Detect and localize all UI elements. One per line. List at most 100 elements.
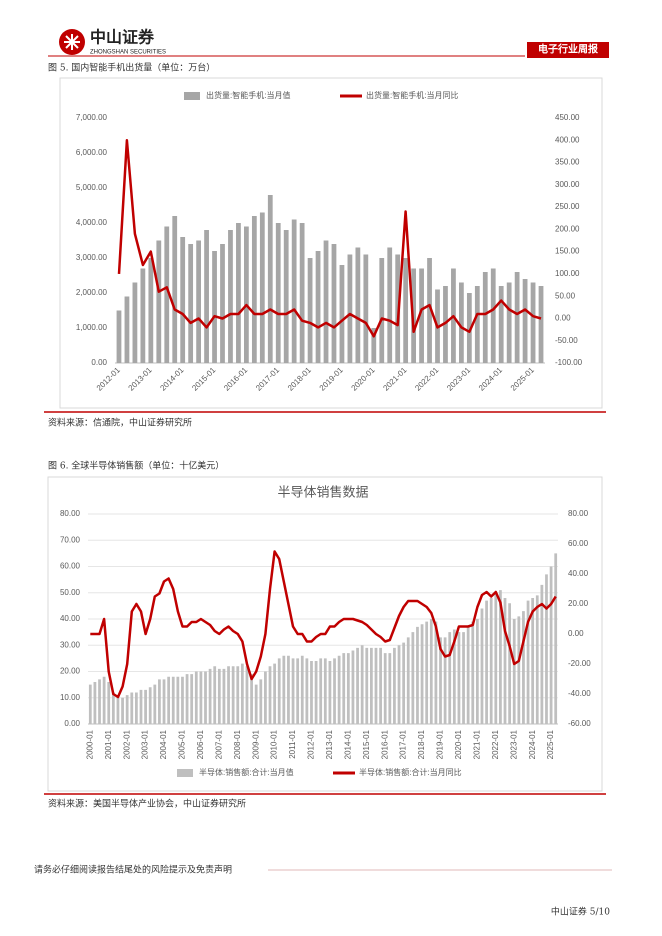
bar: [240, 663, 244, 724]
bar: [406, 637, 410, 724]
y-tick-label: 4,000.00: [76, 218, 108, 227]
bar: [204, 671, 207, 724]
bar: [264, 671, 267, 724]
bar: [156, 240, 162, 363]
bar: [554, 553, 558, 724]
bar: [365, 647, 369, 724]
legend-label: 出货量:智能手机:当月值: [206, 90, 290, 100]
bar: [387, 247, 393, 363]
bar: [379, 258, 385, 363]
bar: [291, 219, 297, 363]
bar: [254, 684, 258, 724]
y2-tick-label: 450.00: [555, 113, 580, 122]
x-tick-label: 2022-01: [413, 365, 441, 393]
x-tick-label: 2020-01: [454, 729, 463, 759]
bar: [448, 632, 452, 724]
bar: [188, 244, 194, 363]
bar: [125, 695, 129, 724]
x-tick-label: 2003-01: [141, 729, 150, 759]
bar: [397, 645, 401, 724]
x-tick-label: 2010-01: [270, 729, 279, 759]
bar: [420, 624, 424, 724]
x-tick-label: 2013-01: [127, 365, 155, 393]
bar: [148, 258, 154, 363]
x-tick-label: 2000-01: [85, 729, 94, 759]
bar: [457, 632, 461, 724]
bar: [351, 650, 355, 724]
bar: [307, 258, 313, 363]
bar: [545, 574, 548, 724]
bar: [236, 666, 240, 724]
bar: [347, 254, 353, 363]
bar: [124, 296, 130, 363]
y2-tick-label: 400.00: [555, 135, 580, 144]
bar: [305, 658, 309, 724]
figure-caption: 图 6. 全球半导体销售额（单位：十亿美元）: [48, 460, 224, 472]
bar: [132, 282, 138, 363]
bar: [443, 637, 447, 724]
y-tick-label: 2,000.00: [76, 288, 108, 297]
header-tag: 电子行业周报: [538, 43, 598, 56]
bar: [474, 286, 480, 363]
x-tick-label: 2012-01: [307, 729, 316, 759]
legend-swatch: [184, 92, 200, 100]
bar: [323, 240, 329, 363]
y2-tick-label: -40.00: [568, 689, 591, 698]
bar: [300, 655, 304, 724]
bar: [291, 658, 295, 724]
bar: [315, 251, 321, 363]
bar: [522, 611, 525, 724]
x-tick-label: 2004-01: [159, 729, 168, 759]
bar: [416, 626, 419, 724]
bar: [148, 687, 152, 724]
bar: [462, 632, 465, 724]
bar: [333, 658, 336, 724]
bar: [162, 679, 166, 724]
bar: [443, 286, 448, 363]
x-tick-label: 2016-01: [222, 365, 250, 393]
y2-tick-label: -100.00: [555, 358, 583, 367]
y2-tick-label: 150.00: [555, 247, 580, 256]
bar: [244, 226, 249, 363]
bar: [217, 668, 221, 724]
bar: [531, 598, 535, 724]
bar: [102, 676, 106, 724]
bar: [107, 682, 111, 724]
bar: [503, 598, 507, 724]
bar: [319, 658, 323, 724]
bar: [419, 268, 424, 363]
logo-en: ZHONGSHAN SECURITIES: [90, 50, 166, 56]
bar: [371, 328, 377, 363]
bar: [275, 223, 281, 363]
x-tick-label: 2008-01: [233, 729, 242, 759]
bar: [427, 258, 432, 363]
bar: [379, 647, 382, 724]
bar: [172, 216, 178, 363]
x-tick-label: 2022-01: [491, 729, 500, 759]
bar: [116, 695, 120, 724]
x-tick-label: 2025-01: [546, 729, 555, 759]
bar: [549, 566, 553, 724]
x-tick-label: 2024-01: [528, 729, 537, 759]
x-tick-label: 2007-01: [214, 729, 223, 759]
bar: [388, 653, 392, 724]
header-tag-bg: [527, 42, 609, 58]
bar: [490, 268, 496, 363]
x-tick-label: 2023-01: [445, 365, 473, 393]
bar: [140, 268, 146, 363]
x-tick-label: 2015-01: [362, 729, 371, 759]
bar: [526, 600, 530, 724]
x-tick-label: 2009-01: [251, 729, 260, 759]
bar: [323, 658, 327, 724]
bar: [287, 655, 290, 724]
x-tick-label: 2014-01: [343, 729, 352, 759]
bar: [167, 676, 171, 724]
x-tick-label: 2021-01: [472, 729, 481, 759]
bar: [176, 676, 180, 724]
logo-text: 中山证券: [90, 28, 155, 47]
bar: [299, 223, 305, 363]
bar: [452, 629, 456, 724]
bar: [88, 684, 92, 724]
chart-title: 半导体销售数据: [277, 485, 368, 501]
